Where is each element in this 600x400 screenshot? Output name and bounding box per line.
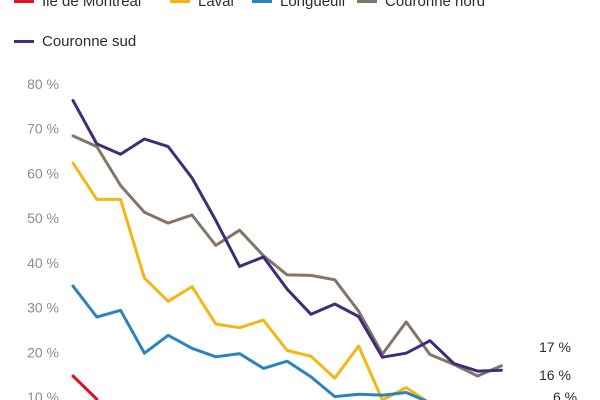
- y-tick-label: 80 %: [27, 76, 59, 92]
- end-value-label: 6 %: [553, 389, 577, 400]
- chart-legend: Île de Montréal Laval Longueuil Couronne…: [0, 0, 600, 51]
- legend-swatch: [252, 0, 272, 3]
- legend-swatch: [14, 0, 34, 3]
- series-3: [71, 134, 503, 378]
- y-tick-label: 60 %: [27, 165, 59, 181]
- series-0: [71, 374, 99, 400]
- end-value-label: 17 %: [539, 339, 571, 355]
- series-1: [71, 161, 428, 400]
- series-line: [71, 161, 428, 400]
- legend-label: Laval: [198, 0, 234, 10]
- legend-item-laval: Laval: [170, 0, 234, 11]
- y-tick-label: 10 %: [27, 389, 59, 400]
- y-tick-label: 70 %: [27, 121, 59, 137]
- legend-item-couronne-nord: Couronne nord: [357, 0, 485, 11]
- series-line: [71, 99, 503, 373]
- legend-item-couronne-sud: Couronne sud: [14, 31, 136, 51]
- y-tick-label: 50 %: [27, 210, 59, 226]
- series-line: [71, 134, 503, 378]
- series-2: [71, 284, 428, 400]
- legend-label: Longueuil: [280, 0, 346, 10]
- y-tick-label: 40 %: [27, 255, 59, 271]
- legend-item-ile-de-montreal: Île de Montréal: [14, 0, 141, 11]
- end-value-label: 16 %: [539, 367, 571, 383]
- y-tick-label: 30 %: [27, 300, 59, 316]
- legend-swatch: [14, 39, 34, 43]
- legend-label: Couronne nord: [385, 0, 486, 10]
- legend-item-longueuil: Longueuil: [252, 0, 345, 11]
- legend-swatch: [357, 0, 377, 3]
- series-line: [71, 284, 428, 400]
- y-tick-label: 20 %: [27, 344, 59, 360]
- series-4: [71, 99, 503, 373]
- legend-swatch: [170, 0, 190, 3]
- series-line: [71, 374, 99, 400]
- legend-label: Île de Montréal: [42, 0, 142, 10]
- legend-label: Couronne sud: [42, 32, 137, 50]
